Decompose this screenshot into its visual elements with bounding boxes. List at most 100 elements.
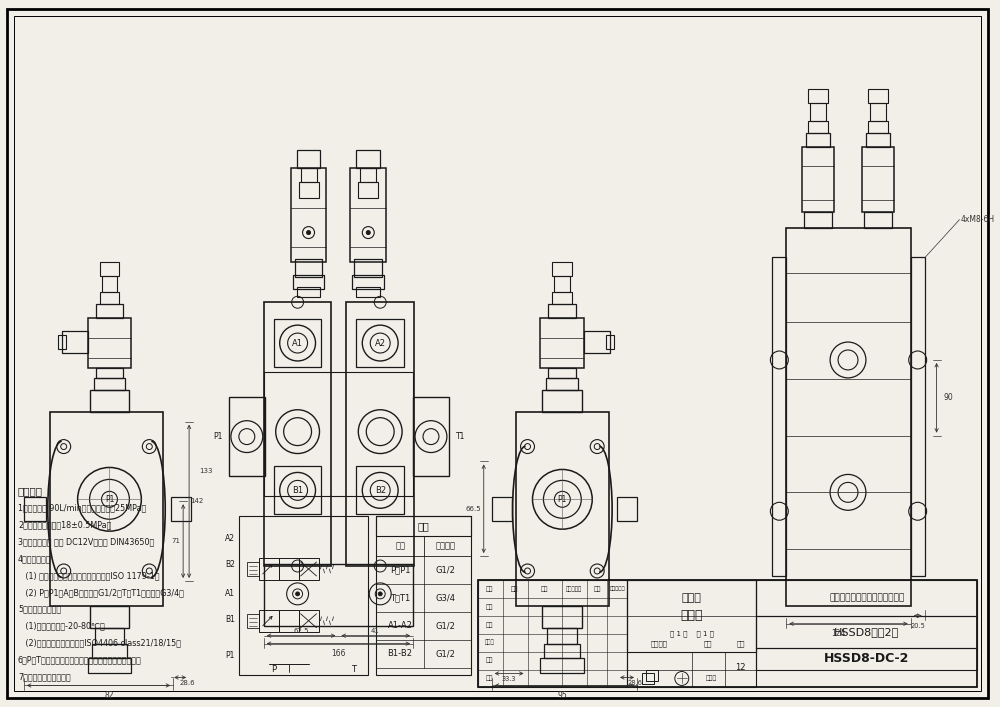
Bar	[90, 606, 129, 628]
Bar	[478, 580, 627, 687]
Bar	[546, 378, 578, 390]
Bar	[554, 276, 570, 292]
Bar	[264, 564, 413, 626]
Text: P: P	[271, 665, 276, 674]
Bar	[540, 658, 584, 674]
Text: 28.6: 28.6	[179, 680, 195, 686]
Text: 年、月、日: 年、月、日	[609, 586, 625, 591]
Bar	[356, 319, 404, 367]
Text: 166: 166	[331, 649, 346, 658]
Bar	[356, 467, 404, 514]
Bar	[806, 133, 830, 147]
Bar	[862, 147, 894, 211]
Bar	[297, 287, 320, 297]
Text: 标准化: 标准化	[485, 640, 495, 645]
Text: 12: 12	[735, 663, 746, 672]
Text: 工艺: 工艺	[486, 676, 493, 682]
Bar	[868, 89, 888, 103]
Text: A1: A1	[292, 339, 303, 348]
Bar	[279, 558, 299, 580]
Bar	[264, 302, 331, 566]
Bar	[492, 497, 512, 521]
Bar	[100, 262, 119, 276]
Bar	[772, 257, 786, 576]
Bar	[293, 275, 324, 289]
Circle shape	[296, 592, 300, 596]
Bar	[360, 168, 376, 182]
Text: 4xM8-6H: 4xM8-6H	[960, 215, 995, 224]
Bar	[584, 331, 610, 353]
Text: 数量: 数量	[511, 586, 518, 592]
Text: 71: 71	[172, 538, 181, 544]
Bar	[804, 211, 832, 228]
Text: A1-A2: A1-A2	[388, 621, 413, 630]
Text: B2: B2	[375, 486, 386, 495]
Text: 95: 95	[557, 691, 567, 700]
Bar	[606, 335, 614, 349]
Text: 62.5: 62.5	[294, 628, 309, 633]
Text: 3、电磁铁参数 电压 DC12V，插口 DIN43650。: 3、电磁铁参数 电压 DC12V，插口 DIN43650。	[18, 537, 154, 546]
Text: A2: A2	[375, 339, 386, 348]
Text: 螺纹规格: 螺纹规格	[436, 542, 456, 551]
Bar	[96, 368, 123, 378]
Bar	[544, 643, 580, 658]
Bar	[646, 670, 658, 682]
Bar	[808, 121, 828, 133]
Bar	[229, 397, 265, 477]
Bar	[247, 562, 259, 576]
Bar	[102, 276, 117, 292]
Bar	[299, 558, 319, 580]
Text: 外形图: 外形图	[682, 593, 702, 603]
Bar	[259, 558, 279, 580]
Bar	[868, 121, 888, 133]
Text: 签名: 签名	[593, 586, 601, 592]
Bar	[756, 616, 977, 648]
Bar	[756, 648, 977, 670]
Bar	[808, 89, 828, 103]
Text: 接口: 接口	[395, 542, 405, 551]
Bar	[478, 580, 977, 687]
Bar	[548, 368, 576, 378]
Bar	[291, 168, 326, 262]
Text: P1: P1	[226, 651, 235, 660]
Text: 41: 41	[371, 628, 380, 633]
Text: 82: 82	[105, 691, 114, 700]
Circle shape	[366, 230, 370, 235]
Text: A2: A2	[225, 534, 235, 543]
Text: T、T1: T、T1	[390, 593, 410, 602]
Bar	[356, 150, 380, 168]
Bar	[274, 319, 321, 367]
Bar	[548, 304, 576, 318]
Text: T1: T1	[456, 432, 465, 441]
Text: G3/4: G3/4	[436, 593, 456, 602]
Bar	[95, 628, 124, 643]
Text: 142: 142	[190, 498, 204, 504]
Circle shape	[378, 592, 382, 596]
Bar	[756, 580, 977, 616]
Bar	[295, 259, 322, 277]
Text: 133: 133	[199, 469, 213, 474]
Text: 124: 124	[831, 629, 845, 638]
Bar	[88, 318, 131, 368]
Bar	[88, 658, 131, 674]
Text: 重量: 重量	[703, 641, 712, 647]
Bar	[376, 516, 471, 675]
Circle shape	[307, 230, 311, 235]
Bar	[297, 150, 320, 168]
Text: 4、油口参数：: 4、油口参数：	[18, 554, 51, 563]
Text: HSSD8-DC-2: HSSD8-DC-2	[824, 652, 910, 665]
Bar	[100, 292, 119, 304]
Text: (1) 所有油口均为平面密封，符合标准ISO 1179-1，: (1) 所有油口均为平面密封，符合标准ISO 1179-1，	[18, 571, 159, 580]
Text: 技术要求: 技术要求	[18, 486, 43, 496]
Text: P、P1: P、P1	[390, 566, 410, 575]
Text: 7、阀体表面磷化处理。: 7、阀体表面磷化处理。	[18, 672, 71, 682]
Text: A1: A1	[225, 590, 235, 598]
Text: G1/2: G1/2	[436, 566, 456, 575]
Text: 更改文件号: 更改文件号	[566, 586, 582, 592]
Text: (2)液压油液清洁度不低于ISO4406 class21/18/15；: (2)液压油液清洁度不低于ISO4406 class21/18/15；	[18, 638, 181, 648]
Text: 批准: 批准	[486, 658, 493, 663]
Text: 阀体: 阀体	[417, 521, 429, 531]
Text: 90: 90	[944, 393, 953, 402]
Bar	[92, 643, 127, 658]
Bar	[62, 331, 88, 353]
